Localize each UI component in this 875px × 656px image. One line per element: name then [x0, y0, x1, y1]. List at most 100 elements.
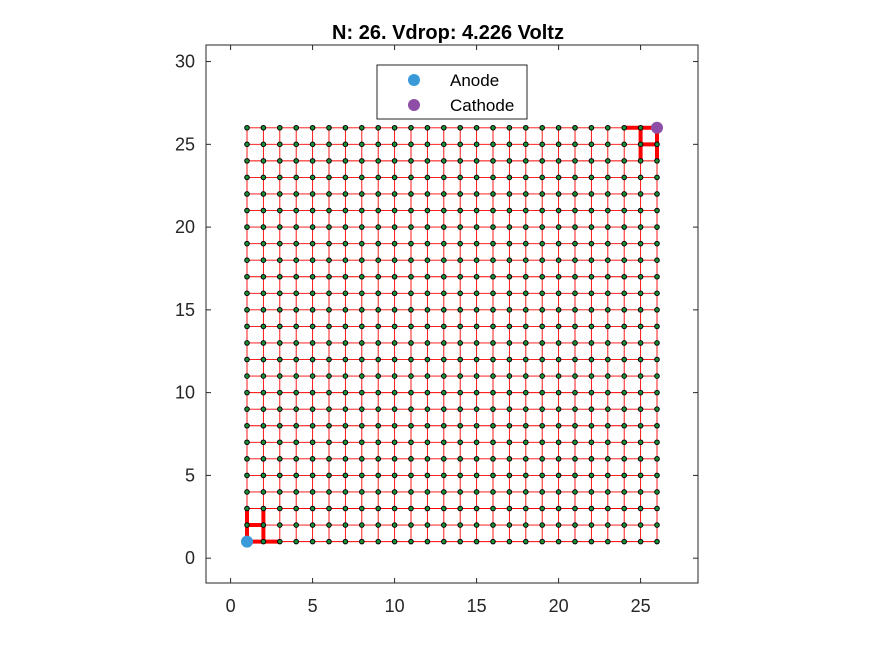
grid-node [490, 505, 496, 512]
grid-node [621, 307, 628, 313]
grid-node [490, 174, 496, 181]
grid-node [588, 538, 595, 545]
grid-node [637, 406, 644, 412]
grid-node [637, 141, 644, 148]
grid-node [342, 257, 349, 264]
grid-node [293, 240, 300, 247]
grid-node [572, 456, 578, 462]
grid-node [473, 158, 480, 164]
grid-node [326, 207, 332, 214]
grid-node [506, 191, 513, 197]
grid-node [539, 273, 546, 280]
grid-node [408, 224, 414, 230]
grid-node [277, 307, 283, 313]
grid-node [375, 389, 382, 396]
grid-node [342, 406, 349, 412]
grid-node [490, 356, 496, 363]
grid-node [408, 207, 414, 214]
grid-node [326, 273, 332, 280]
grid-node [555, 406, 562, 412]
x-tick-label: 15 [467, 596, 487, 616]
grid-node [605, 356, 611, 363]
grid-node [375, 257, 382, 264]
grid-node [555, 456, 562, 462]
grid-node [244, 439, 250, 446]
grid-node [326, 224, 332, 230]
grid-node [621, 124, 628, 131]
grid-node [375, 422, 382, 429]
grid-node [326, 290, 332, 297]
y-tick-label: 25 [175, 134, 195, 154]
grid-node [506, 340, 513, 346]
grid-node [621, 191, 628, 197]
grid-node [637, 389, 644, 396]
grid-node [375, 505, 382, 512]
grid-node [244, 389, 250, 396]
grid-node [473, 522, 480, 528]
y-tick-label: 30 [175, 52, 195, 72]
grid-node [621, 406, 628, 412]
grid-node [342, 489, 349, 495]
grid-node [555, 340, 562, 346]
grid-node [654, 373, 660, 379]
grid-node [555, 290, 562, 297]
grid-node [621, 472, 628, 479]
grid-node [506, 422, 513, 429]
grid-node [391, 124, 398, 131]
grid-node [523, 207, 529, 214]
grid-node [572, 174, 578, 181]
grid-node [605, 439, 611, 446]
grid-nodes [244, 124, 660, 545]
grid-node [506, 257, 513, 264]
grid-node [260, 456, 267, 462]
grid-node [605, 307, 611, 313]
grid-node [637, 373, 644, 379]
grid-node [342, 522, 349, 528]
grid-node [309, 505, 316, 512]
grid-node [408, 356, 414, 363]
grid-node [572, 356, 578, 363]
grid-node [342, 422, 349, 429]
grid-node [621, 373, 628, 379]
grid-node [326, 191, 332, 197]
grid-node [309, 489, 316, 495]
grid-node [506, 489, 513, 495]
grid-node [277, 124, 283, 131]
grid-node [605, 522, 611, 528]
grid-node [539, 522, 546, 528]
grid-node [375, 207, 382, 214]
grid-node [654, 240, 660, 247]
grid-node [293, 389, 300, 396]
grid-node [654, 422, 660, 429]
grid-node [555, 191, 562, 197]
grid-node [572, 191, 578, 197]
grid-node [260, 439, 267, 446]
x-tick-label: 25 [631, 596, 651, 616]
grid-node [309, 307, 316, 313]
grid-node [441, 290, 447, 297]
grid-node [342, 505, 349, 512]
grid-node [588, 290, 595, 297]
grid-node [359, 389, 365, 396]
grid-node [408, 290, 414, 297]
grid-node [293, 141, 300, 148]
grid-node [309, 456, 316, 462]
grid-node [375, 307, 382, 313]
grid-node [457, 323, 464, 330]
grid-node [588, 522, 595, 528]
grid-node [523, 489, 529, 495]
grid-node [490, 340, 496, 346]
grid-node [555, 174, 562, 181]
grid-node [408, 472, 414, 479]
grid-node [555, 489, 562, 495]
grid-node [342, 141, 349, 148]
grid-node [277, 373, 283, 379]
grid-node [605, 472, 611, 479]
grid-node [523, 340, 529, 346]
grid-node [654, 207, 660, 214]
grid-node [539, 257, 546, 264]
grid-node [309, 191, 316, 197]
grid-node [359, 489, 365, 495]
legend-label: Cathode [450, 96, 514, 115]
grid-node [473, 489, 480, 495]
